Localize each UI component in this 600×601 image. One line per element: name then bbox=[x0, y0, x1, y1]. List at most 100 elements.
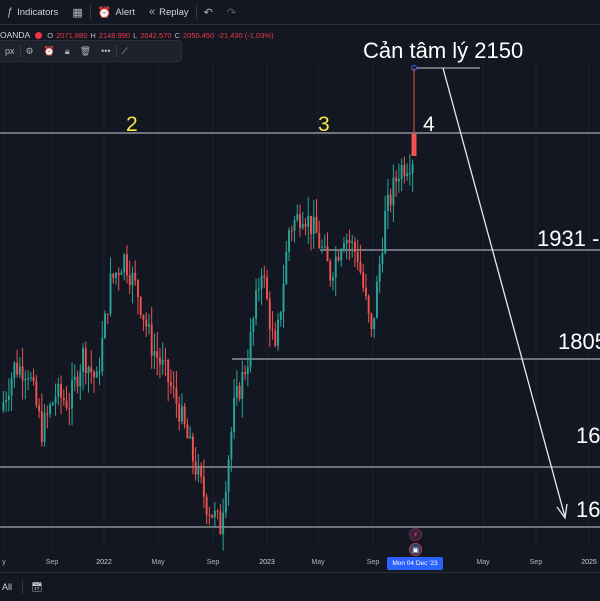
candle-body bbox=[290, 230, 293, 232]
candle-body bbox=[342, 243, 345, 251]
x-tick: Sep bbox=[529, 559, 543, 566]
line-width-selector[interactable]: px bbox=[0, 41, 20, 61]
candle-body bbox=[312, 216, 315, 235]
lightning-event-icon[interactable]: ⚡ bbox=[409, 528, 422, 541]
candle-body bbox=[126, 254, 128, 276]
candle-body bbox=[60, 383, 63, 398]
range-all-button[interactable]: All bbox=[2, 582, 13, 592]
lock-icon: 🔒︎ bbox=[64, 45, 70, 56]
candle-body bbox=[249, 331, 252, 368]
candle-body bbox=[202, 476, 205, 497]
candle-body bbox=[268, 298, 271, 330]
candle-body bbox=[27, 377, 30, 380]
candle-body bbox=[90, 367, 93, 373]
candle-body bbox=[400, 165, 403, 179]
candle-body bbox=[310, 215, 312, 235]
candle-body bbox=[403, 165, 406, 176]
candle-body bbox=[411, 134, 417, 156]
candle-body bbox=[43, 413, 46, 443]
settings-button[interactable]: ⚙ bbox=[21, 41, 39, 61]
candle-body bbox=[375, 282, 378, 318]
layout-button[interactable]: ▦ bbox=[65, 0, 89, 24]
indicators-button[interactable]: ƒ Indicators bbox=[0, 0, 65, 24]
close-value: 2050.450 bbox=[182, 30, 215, 40]
lock-button[interactable]: 🔒︎ bbox=[60, 41, 75, 61]
candle-body bbox=[222, 512, 225, 535]
candle-body bbox=[51, 403, 54, 405]
candle-body bbox=[274, 330, 277, 346]
candle-body bbox=[134, 272, 137, 281]
undo-icon: ↶ bbox=[203, 6, 213, 19]
candle-body bbox=[123, 254, 126, 273]
candle-body bbox=[345, 239, 348, 244]
symbol-name[interactable]: OANDA bbox=[0, 30, 31, 40]
candle-body bbox=[307, 215, 310, 227]
us-flag-event-icon[interactable]: ▣ bbox=[409, 543, 422, 556]
candle-body bbox=[115, 273, 117, 278]
level-label-16a: 16 bbox=[576, 423, 600, 448]
candle-body bbox=[359, 261, 362, 273]
candle-body bbox=[227, 459, 230, 492]
candle-body bbox=[263, 275, 266, 278]
calendar-icon[interactable]: 📅︎ bbox=[31, 581, 43, 592]
candle-body bbox=[208, 514, 211, 516]
candle-body bbox=[304, 224, 307, 227]
candle-body bbox=[101, 338, 104, 372]
candle-body bbox=[161, 360, 164, 365]
candle-body bbox=[334, 256, 337, 278]
x-tick: 2023 bbox=[259, 559, 275, 566]
bottom-divider bbox=[22, 580, 24, 594]
candles bbox=[2, 68, 417, 551]
candle-body bbox=[191, 436, 194, 462]
candle-body bbox=[150, 324, 153, 356]
candle-body bbox=[93, 372, 95, 378]
candle-body bbox=[233, 397, 236, 432]
candle-body bbox=[32, 377, 35, 382]
candle-body bbox=[408, 173, 411, 175]
candle-body bbox=[348, 239, 351, 243]
candle-body bbox=[392, 177, 395, 205]
x-tick: May bbox=[311, 559, 325, 566]
alarm-icon: ⏰ bbox=[43, 45, 55, 56]
alert-label: Alert bbox=[115, 6, 135, 18]
undo-button[interactable]: ↶ bbox=[197, 0, 220, 24]
candle-body bbox=[147, 324, 150, 327]
alert-add-button[interactable]: ⏰ bbox=[39, 41, 60, 61]
peak-label-3: 3 bbox=[318, 113, 330, 136]
delete-button[interactable]: 🗑︎ bbox=[75, 41, 96, 61]
low-value: 2042.570 bbox=[140, 30, 172, 40]
more-button[interactable]: ••• bbox=[96, 41, 115, 61]
toolbar-divider bbox=[195, 5, 197, 19]
candle-body bbox=[279, 311, 282, 320]
replay-button[interactable]: « Replay bbox=[142, 0, 196, 24]
candle-body bbox=[255, 290, 258, 319]
candle-body bbox=[194, 461, 197, 475]
candle-body bbox=[49, 404, 52, 414]
time-axis[interactable]: y Sep 2022 May Sep 2023 May Sep May Sep … bbox=[0, 556, 600, 570]
x-tick: Sep bbox=[45, 559, 59, 566]
trend-line-tool[interactable]: ⟋ bbox=[117, 41, 133, 61]
candle-body bbox=[46, 413, 49, 415]
arrowhead bbox=[556, 503, 568, 520]
candle-body bbox=[293, 220, 296, 231]
candle-body bbox=[24, 379, 27, 381]
alert-button[interactable]: ⏰ Alert bbox=[91, 0, 142, 24]
candle-body bbox=[332, 277, 334, 281]
candle-body bbox=[381, 252, 384, 265]
candle-body bbox=[235, 386, 238, 398]
candle-body bbox=[406, 173, 409, 176]
candle-body bbox=[367, 296, 370, 314]
candle-body bbox=[241, 372, 244, 399]
redo-button[interactable]: ↷ bbox=[220, 0, 243, 24]
candle-body bbox=[329, 261, 332, 281]
redo-icon: ↷ bbox=[226, 6, 237, 19]
trash-icon: 🗑︎ bbox=[79, 45, 92, 56]
candle-body bbox=[340, 250, 343, 261]
candle-body bbox=[326, 246, 329, 262]
candle-body bbox=[277, 319, 280, 346]
candle-body bbox=[321, 246, 323, 248]
gear-icon: ⚙ bbox=[25, 45, 34, 56]
high-label: H bbox=[90, 30, 96, 40]
candle-body bbox=[156, 351, 159, 358]
